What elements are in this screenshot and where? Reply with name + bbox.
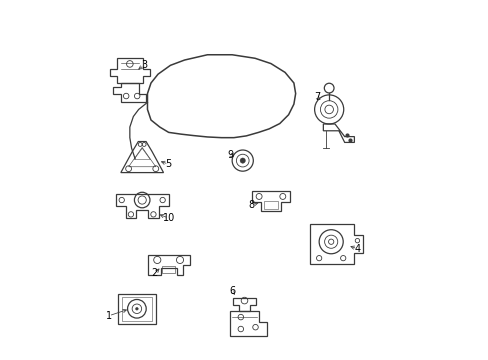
Text: 2: 2	[151, 269, 157, 279]
Circle shape	[135, 307, 138, 310]
Text: 10: 10	[162, 213, 174, 223]
Text: 8: 8	[248, 200, 254, 210]
Text: 6: 6	[228, 286, 235, 296]
Text: 3: 3	[141, 60, 147, 70]
Text: 4: 4	[354, 244, 360, 254]
Text: 5: 5	[165, 159, 171, 169]
Text: 7: 7	[313, 92, 319, 102]
Text: 1: 1	[105, 311, 111, 321]
Text: 9: 9	[227, 150, 233, 159]
Circle shape	[240, 158, 245, 163]
